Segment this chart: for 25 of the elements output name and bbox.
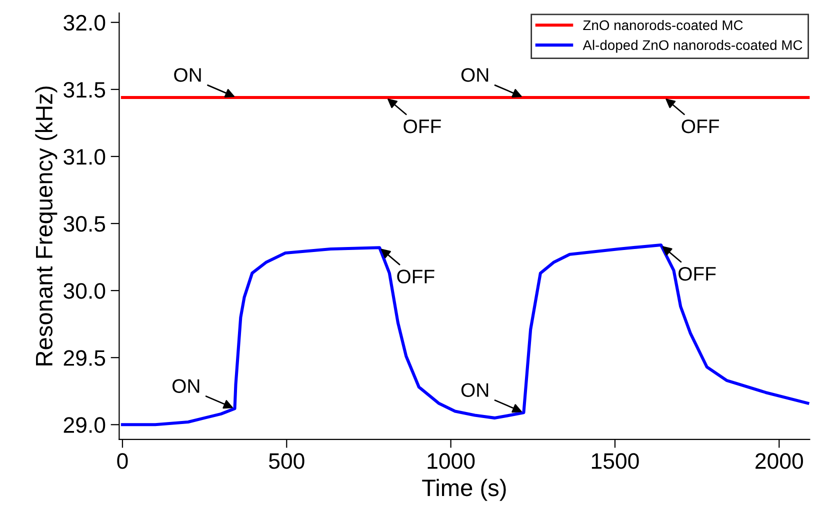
y-tick-label: 29.0 bbox=[64, 417, 106, 433]
x-axis-title: Time (s) bbox=[422, 478, 506, 501]
x-tick-label: 2000 bbox=[756, 453, 803, 469]
annotation: ON bbox=[174, 68, 201, 82]
y-tick-label: 32.0 bbox=[64, 14, 106, 31]
x-tick-label: 1500 bbox=[592, 453, 639, 469]
y-tick-label: 31.0 bbox=[64, 149, 106, 165]
y-axis-title: Resonant Frequency (kHz) bbox=[35, 86, 58, 366]
annotation: ON bbox=[461, 68, 488, 82]
annotation: ON bbox=[461, 383, 488, 397]
annotation: ON bbox=[172, 379, 200, 393]
legend-label: ZnO nanorods-coated MC bbox=[583, 20, 743, 30]
legend-label: Al-doped ZnO nanorods-coated MC bbox=[582, 40, 802, 53]
y-tick-label: 30.0 bbox=[64, 283, 106, 299]
y-tick-label: 30.5 bbox=[64, 216, 106, 232]
annotation: OFF bbox=[678, 266, 716, 281]
x-tick-label: 500 bbox=[268, 453, 304, 469]
line-series bbox=[120, 243, 810, 426]
annotation: OFF bbox=[397, 270, 434, 284]
x-tick-label: 1000 bbox=[428, 453, 475, 469]
y-tick-label: 31.5 bbox=[64, 82, 106, 98]
x-tick-label: 0 bbox=[117, 453, 128, 469]
annotation: OFF bbox=[682, 119, 719, 134]
annotation: OFF bbox=[404, 119, 441, 134]
y-tick-label: 29.5 bbox=[64, 350, 106, 366]
